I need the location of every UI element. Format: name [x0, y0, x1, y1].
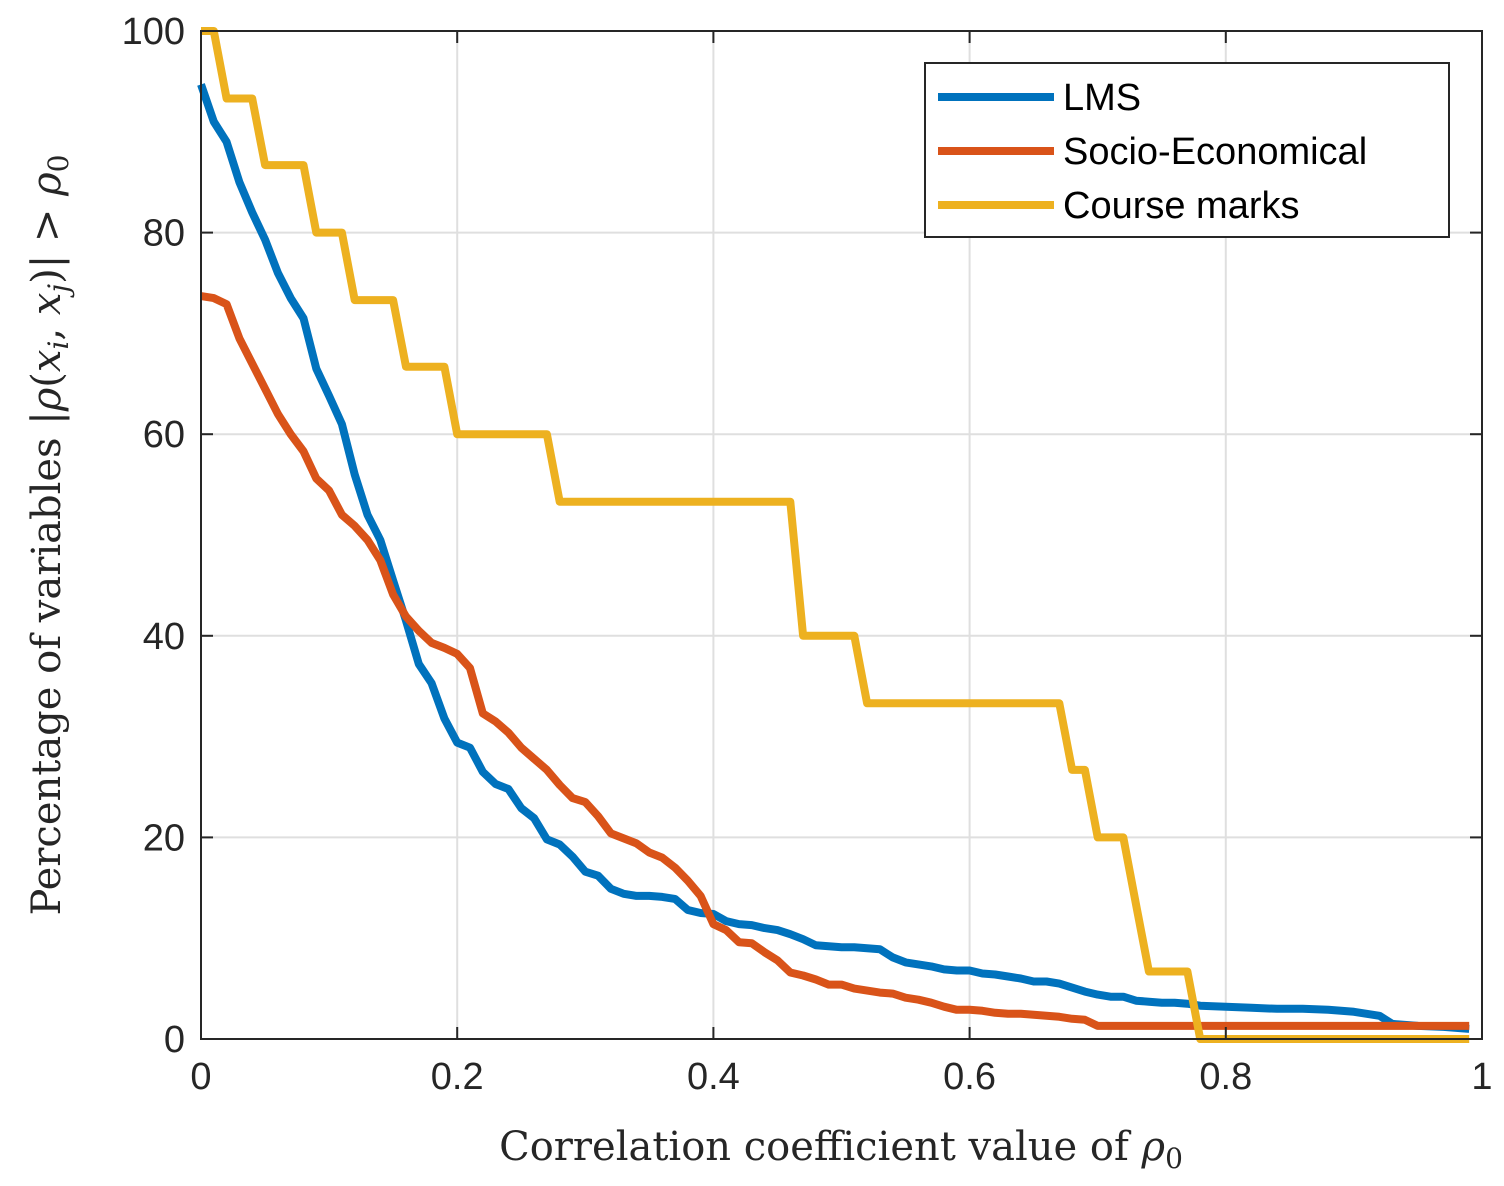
- legend-label-socio-economical: Socio-Economical: [1063, 131, 1367, 173]
- x-tick-label: 0.8: [1199, 1056, 1252, 1098]
- series-line-course-marks: [201, 27, 1470, 1043]
- legend-label-course-marks: Course marks: [1063, 185, 1300, 227]
- x-tick-label: 0.2: [431, 1056, 484, 1098]
- y-tick-label: 0: [164, 1019, 185, 1061]
- x-tick-label: 0.6: [943, 1056, 996, 1098]
- legend-item-socio-economical: Socio-Economical: [938, 131, 1367, 173]
- series-line-socio-economical: [200, 292, 1470, 1030]
- y-tick-label: 100: [122, 11, 185, 53]
- series-line-lms: [197, 83, 1470, 1033]
- legend: LMS Socio-Economical Course marks: [924, 62, 1450, 238]
- y-tick-label: 40: [143, 616, 185, 658]
- y-tick-label: 20: [143, 817, 185, 859]
- x-tick-label: 0: [190, 1056, 211, 1098]
- tick-layer: 0 0.2 0.4 0.6 0.8 1 0 20 40 60 80 100: [122, 11, 1493, 1098]
- plot-frame: [200, 30, 1483, 1040]
- series-layer: [197, 27, 1470, 1043]
- legend-item-course-marks: Course marks: [938, 185, 1300, 227]
- x-tick-label: 1: [1471, 1056, 1492, 1098]
- y-axis-title: Percentage of variables |ρ(xi, xj)| > ρ0: [24, 155, 75, 916]
- y-tick-label: 60: [143, 414, 185, 456]
- x-axis-title: Correlation coefficient value of ρ0: [499, 1124, 1183, 1175]
- legend-label-lms: LMS: [1063, 77, 1141, 119]
- y-tick-label: 80: [143, 213, 185, 255]
- x-tick-label: 0.4: [687, 1056, 740, 1098]
- legend-item-lms: LMS: [938, 77, 1141, 119]
